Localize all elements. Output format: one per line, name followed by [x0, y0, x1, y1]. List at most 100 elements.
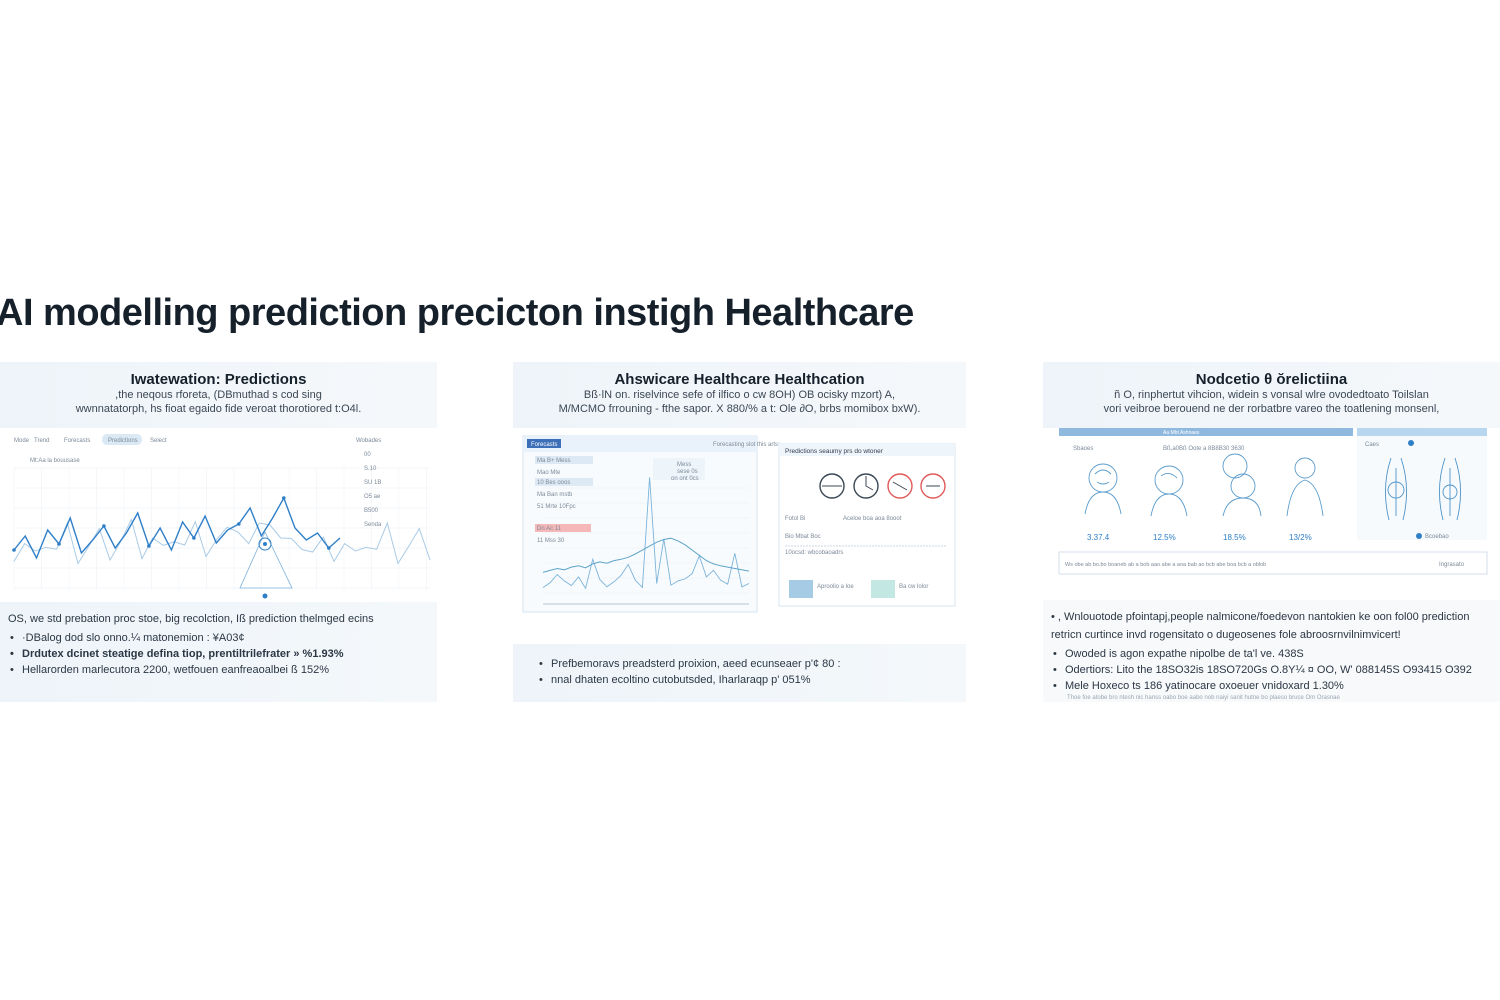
- gauge-needles: [822, 476, 940, 491]
- top-bar-label: Aa Mbt Ashnaes: [1163, 430, 1200, 436]
- panel-predictions: Iwatewation: Predictions ,the neqous rfo…: [0, 362, 437, 702]
- gauge-ring: [819, 473, 845, 499]
- menu-item-bg[interactable]: [535, 478, 593, 486]
- summary-bullets: Prefbemoravs preadsterd proixion, aeed e…: [537, 656, 958, 688]
- right-row: Aceloe boa aoa 8ooot: [843, 516, 902, 522]
- panel-node-predictions: Nodcetio θ ŏrelictiina ñ O, rinphertut v…: [1043, 362, 1500, 702]
- chart-tabs: Mode Trend Forecasts Predictions Select: [14, 434, 167, 445]
- side-legend-item: SU 1B: [364, 480, 381, 486]
- summary-bullet-continued: Odertiors: Lito the 18SO32is 18SO720Gs O…: [1051, 662, 1492, 678]
- anatomy-dashboard-graphic: Aa Mbt Ashnaes Sbaoes Bß,a0Bß Oote a 8B8…: [1058, 428, 1488, 575]
- side-legend-item: Wobades: [356, 438, 381, 444]
- summary-bullet: Mele Hoxeco ts 186 yatinocare oxoeuer vn…: [1051, 678, 1492, 694]
- menu-item[interactable]: Ma B+ Mess: [537, 458, 571, 464]
- right-row: Fotol Bi: [785, 516, 805, 522]
- mid-label: on ont 0cs: [671, 476, 699, 482]
- series-line-secondary: [13, 518, 431, 565]
- right-row: Bio Mbat Boc: [785, 534, 821, 540]
- panel-header: Iwatewation: Predictions ,the neqous rfo…: [0, 362, 437, 428]
- panel-description-line: wwnnatatorph, hs fioat egaido fide veroa…: [75, 403, 362, 415]
- prediction-line-chart: Mode Trend Forecasts Predictions Select …: [12, 434, 431, 599]
- panel-description-line: ñ O, rinphertut vihcion, widein s vonsal…: [1114, 389, 1429, 401]
- menu-item[interactable]: 11 Mss 30: [537, 538, 565, 544]
- side-legend: Wobades 00 S.10 SU 1B O5 ae B500 Senda: [356, 438, 382, 528]
- data-point[interactable]: [327, 546, 331, 550]
- chart-tab[interactable]: Mode: [14, 438, 30, 444]
- side-legend-item: 00: [364, 452, 371, 458]
- side-legend-item: O5 ae: [364, 494, 381, 500]
- side-top-bar: [1357, 428, 1487, 436]
- data-point[interactable]: [57, 542, 61, 546]
- summary-bullet: Hellarorden marlecutora 2200, wetfouen e…: [8, 662, 429, 678]
- summary-bullet: Drdutex dcinet steatige defina tiop, pre…: [8, 646, 429, 662]
- chart-tab[interactable]: Forecasts: [64, 438, 90, 444]
- menu-item[interactable]: 51 Mrte 10Fpc: [537, 504, 576, 510]
- organ-icon: [1442, 484, 1458, 500]
- menu-item[interactable]: Ma Ban mstb: [537, 492, 573, 498]
- mini-card-swatch: [871, 580, 895, 598]
- panel-title: Ahswicare Healthcare Healthcation: [614, 371, 865, 388]
- menu-item[interactable]: 10 Bes ooos: [537, 480, 570, 486]
- body-outline-icon: [1439, 457, 1461, 521]
- summary-bullet: Prefbemoravs preadsterd proixion, aeed e…: [537, 656, 958, 672]
- data-point[interactable]: [102, 524, 106, 528]
- head-figure-icon: [1150, 465, 1188, 517]
- brand-badge: [527, 439, 561, 448]
- menu-item-alert-bg[interactable]: [535, 524, 591, 532]
- spike-series: [542, 477, 750, 590]
- panel-description-line: Bß·lN on. riselvince sefe of ilfico o cw…: [583, 389, 896, 401]
- head-figure-icon: [1222, 453, 1262, 517]
- chart-grid: [543, 487, 749, 594]
- panel-title: Iwatewation: Predictions: [130, 371, 307, 388]
- menu-item[interactable]: Dn Ac 11: [537, 526, 562, 532]
- metric-value: 18.5%: [1223, 533, 1246, 542]
- side-legend-item: B500: [364, 508, 379, 514]
- summary-intro: OS, we std prebation proc stoe, big reco…: [8, 613, 374, 625]
- right-card-title: Predictions seaumy prs do wtoner: [785, 448, 884, 455]
- chart-top-label: Forecasting slot this arts:: [713, 442, 780, 448]
- focus-dot: [263, 542, 267, 546]
- highlight-triangle: [239, 531, 293, 589]
- info-strip-text: Ws obe ab bo.bo boaneb ab a bob aao abe …: [1065, 562, 1266, 568]
- mini-card-label: Ba cw lolor: [899, 584, 928, 590]
- mid-label: sese 0s: [677, 469, 698, 475]
- side-card-caption: Caes: [1365, 442, 1379, 448]
- side-legend-item: Senda: [364, 522, 382, 528]
- series-line-primary: [13, 496, 341, 560]
- menu-item[interactable]: Mao Mte: [537, 470, 561, 476]
- mini-card-swatch: [789, 580, 813, 598]
- right-row: 10ocsd: wbcobaoadrs: [785, 550, 843, 556]
- healthcare-dashboard: Forecasts Forecasting slot this arts: Ma…: [513, 428, 966, 613]
- panel-header: Ahswicare Healthcare Healthcation Bß·lN …: [513, 362, 966, 428]
- anatomy-figures: [1385, 457, 1461, 521]
- data-point[interactable]: [147, 544, 151, 548]
- chart-tab[interactable]: Trend: [34, 438, 49, 444]
- data-point[interactable]: [192, 536, 196, 540]
- gauge-ring: [853, 473, 879, 499]
- data-point[interactable]: [12, 548, 16, 552]
- chart-tab[interactable]: Predictions: [108, 438, 138, 444]
- panel-description-line: M/MCMO frrouning - fthe sapor. X 880/% a…: [558, 403, 921, 415]
- chart-legend-label: Mt:Aa la bouusase: [30, 458, 80, 464]
- panel-description-line: ,the neqous rforeta, (DBmuthad s cod sin…: [115, 389, 322, 401]
- side-legend-item: S.10: [364, 466, 377, 472]
- focus-marker[interactable]: [258, 537, 272, 551]
- gauge-ring-alert: [887, 473, 913, 499]
- data-point[interactable]: [237, 522, 241, 526]
- data-point[interactable]: [282, 496, 286, 500]
- chart-grid: [13, 467, 430, 590]
- head-figure-icon: [1286, 457, 1324, 517]
- status-dot: [1408, 440, 1414, 446]
- chart-tab[interactable]: Select: [150, 438, 167, 444]
- head-figures: [1084, 453, 1324, 517]
- organ-icon: [1387, 481, 1405, 499]
- page-title: AI modelling prediction precicton instig…: [0, 292, 914, 334]
- healthcare-dashboard-graphic: Forecasts Forecasting slot this arts: Ma…: [522, 435, 956, 613]
- metrics-label: Bß,a0Bß Oote a 8B8B30 3630: [1163, 446, 1245, 452]
- summary-bullet: Owoded is agon expathe nipolbe de ta'l v…: [1051, 646, 1492, 662]
- menu-item-bg[interactable]: [535, 456, 593, 464]
- right-card-header: [779, 444, 955, 456]
- gauge-row: [819, 473, 946, 499]
- anatomy-side-card: [1357, 436, 1487, 540]
- tab-active-pill[interactable]: [102, 434, 142, 445]
